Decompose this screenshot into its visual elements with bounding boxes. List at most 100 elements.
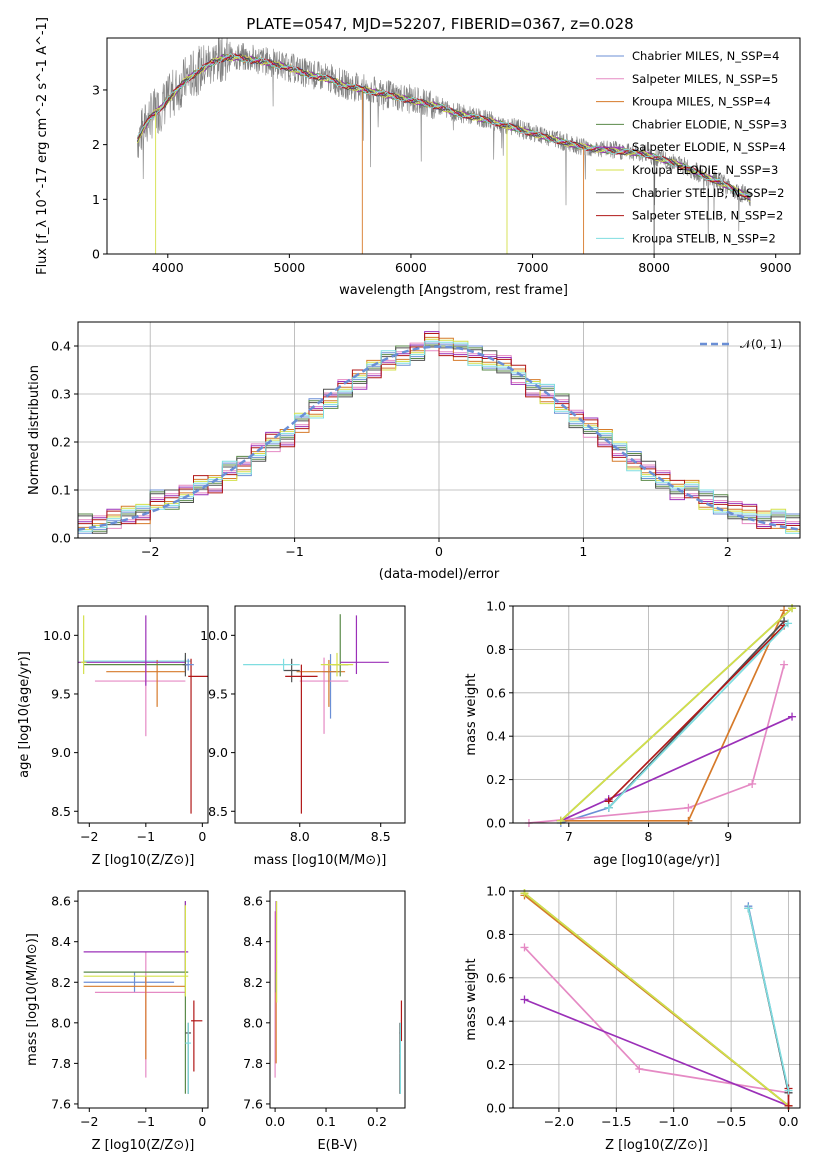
weight-marker-8	[784, 619, 793, 628]
model-spectrum-line-8	[136, 53, 751, 197]
histogram-step-line-8	[78, 340, 800, 534]
y-tick-label: 0.6	[486, 685, 506, 700]
legend-label-6: Chabrier STELIB, N_SSP=2	[632, 186, 784, 200]
x-tick-label: −1	[285, 544, 303, 559]
legend-label-7: Salpeter STELIB, N_SSP=2	[632, 209, 783, 223]
x-tick-label: 0	[198, 1114, 206, 1129]
y-tick-label: 7.8	[51, 1056, 71, 1071]
y-tick-label: 0.8	[486, 642, 506, 657]
y-tick-label: 7.8	[243, 1056, 263, 1071]
y-tick-label: 0	[92, 247, 100, 262]
x-tick-label: 6000	[395, 260, 427, 275]
weight-line-1	[528, 664, 785, 824]
legend-gaussian-label: 𝒩(0, 1)	[740, 337, 782, 351]
x-tick-label: 7000	[517, 260, 549, 275]
x-tick-label: 8.0	[290, 829, 310, 844]
y-tick-label: 0.0	[51, 531, 71, 546]
y-tick-label: 7.6	[51, 1096, 71, 1111]
x-tick-label: −1.0	[659, 1114, 689, 1129]
y-tick-label: 10.0	[43, 628, 71, 643]
y-tick-label: 8.4	[51, 934, 71, 949]
y-tick-label: 1.0	[486, 599, 506, 614]
y-tick-label: 9.5	[51, 686, 71, 701]
y-tick-label: 9.0	[208, 745, 228, 760]
x-axis-label: age [log10(age/yr)]	[593, 853, 720, 868]
y-tick-label: 1.0	[486, 884, 506, 899]
weight-marker-2	[780, 606, 789, 615]
x-tick-label: 9000	[760, 260, 792, 275]
y-tick-label: 2	[92, 137, 100, 152]
residual-histogram-panel: −2 −1 0 1 2 0.0 0.1 0.2 0.3 0.4 𝒩(0, 1) (data-model…	[27, 321, 801, 582]
y-tick-label: 9.5	[208, 686, 228, 701]
y-tick-label: 0.2	[486, 1057, 506, 1072]
x-tick-label: 0.0	[265, 1114, 285, 1129]
legend-label-1: Salpeter MILES, N_SSP=5	[632, 72, 778, 86]
weight-marker-1	[635, 1064, 644, 1073]
x-tick-label: 0.1	[316, 1114, 336, 1129]
y-axis-label: age [log10(age/yr)]	[17, 651, 32, 778]
y-tick-label: 0.8	[486, 927, 506, 942]
x-axis-label: E(B-V)	[317, 1138, 357, 1153]
y-tick-label: 8.2	[51, 975, 71, 990]
weight-line-1	[523, 946, 789, 1094]
weight-marker-4	[520, 995, 529, 1004]
x-tick-label: −0.5	[716, 1114, 746, 1129]
x-tick-label: −1	[137, 829, 155, 844]
age-vs-metallicity-panel: −2 −1 0 8.5 9.0 9.5 10.0 Z [log10(Z/Z⊙)] age [lo…	[17, 605, 209, 868]
y-tick-label: 0.4	[486, 1014, 506, 1029]
axes-frame	[234, 605, 406, 824]
x-tick-label: 5000	[273, 260, 305, 275]
figure-title: PLATE=0547, MJD=52207, FIBERID=0367, z=0…	[246, 15, 633, 33]
weight-marker-1	[748, 779, 757, 788]
weight-line-7	[608, 624, 785, 802]
y-axis-label: mass [log10(M/M⊙)]	[25, 933, 40, 1066]
y-tick-label: 8.6	[243, 894, 263, 909]
x-axis-label: mass [log10(M/M⊙)]	[254, 853, 387, 868]
model-spectrum-line-5	[136, 54, 751, 203]
legend-label-2: Kroupa MILES, N_SSP=4	[632, 95, 771, 109]
x-tick-label: 8.5	[371, 829, 391, 844]
weight-line-0	[560, 620, 785, 824]
weight-vs-age-panel: 7 8 9 0.0 0.2 0.4 0.6 0.8 1.0 age [log10(age/yr)]…	[464, 599, 801, 868]
spectrum-panel: 4000 5000 6000 7000 8000 9000 0 1 2 3 wavelength […	[35, 17, 801, 298]
x-tick-label: 8	[645, 829, 653, 844]
x-tick-label: 0	[435, 544, 443, 559]
x-tick-label: −2	[141, 544, 159, 559]
y-axis-label: Normed distribution	[27, 365, 42, 495]
legend-label-4: Salpeter ELODIE, N_SSP=4	[632, 140, 786, 154]
weight-marker-8	[604, 803, 613, 812]
weight-line-8	[747, 908, 790, 1091]
weight-marker-1	[780, 660, 789, 669]
y-tick-label: 0.2	[486, 772, 506, 787]
y-tick-label: 9.0	[51, 745, 71, 760]
histogram-step-line-7	[78, 333, 800, 529]
y-tick-label: 0.0	[486, 1101, 506, 1116]
x-tick-label: −2	[80, 1114, 98, 1129]
x-tick-label: −2.0	[544, 1114, 574, 1129]
axes-frame	[77, 321, 801, 539]
gaussian-reference-curve	[77, 345, 801, 531]
y-tick-label: 0.1	[51, 483, 71, 498]
mass-vs-metallicity-panel: −2 −1 0 7.6 7.8 8.0 8.2 8.4 8.6 Z [log10(Z/Z⊙)] ma…	[25, 890, 209, 1153]
x-tick-label: 9	[724, 829, 732, 844]
y-tick-label: 8.0	[243, 1015, 263, 1030]
x-axis-label: Z [log10(Z/Z⊙)]	[92, 1138, 195, 1153]
weight-marker-8	[744, 904, 753, 913]
y-axis-label: Flux [f_λ 10^-17 erg cm^-2 s^-1 A^-1]	[35, 17, 50, 275]
weight-marker-2	[684, 816, 693, 825]
axes-frame	[269, 890, 406, 1109]
x-tick-label: 8000	[638, 260, 670, 275]
y-axis-label: mass weight	[464, 958, 479, 1040]
mass-vs-extinction-panel: 0.0 0.1 0.2 7.6 7.8 8.0 8.2 8.4 8.6 E(B-V)	[243, 890, 406, 1153]
y-tick-label: 0.4	[486, 729, 506, 744]
weight-marker-1	[520, 943, 529, 952]
y-tick-label: 8.0	[51, 1015, 71, 1030]
x-tick-label: 0.0	[779, 1114, 799, 1129]
axes-frame	[106, 37, 801, 255]
x-tick-label: −1	[137, 1114, 155, 1129]
x-axis-label: wavelength [Angstrom, rest frame]	[339, 283, 568, 298]
weight-marker-8	[784, 1086, 793, 1095]
x-tick-label: 2	[724, 544, 732, 559]
y-tick-label: 8.5	[208, 804, 228, 819]
